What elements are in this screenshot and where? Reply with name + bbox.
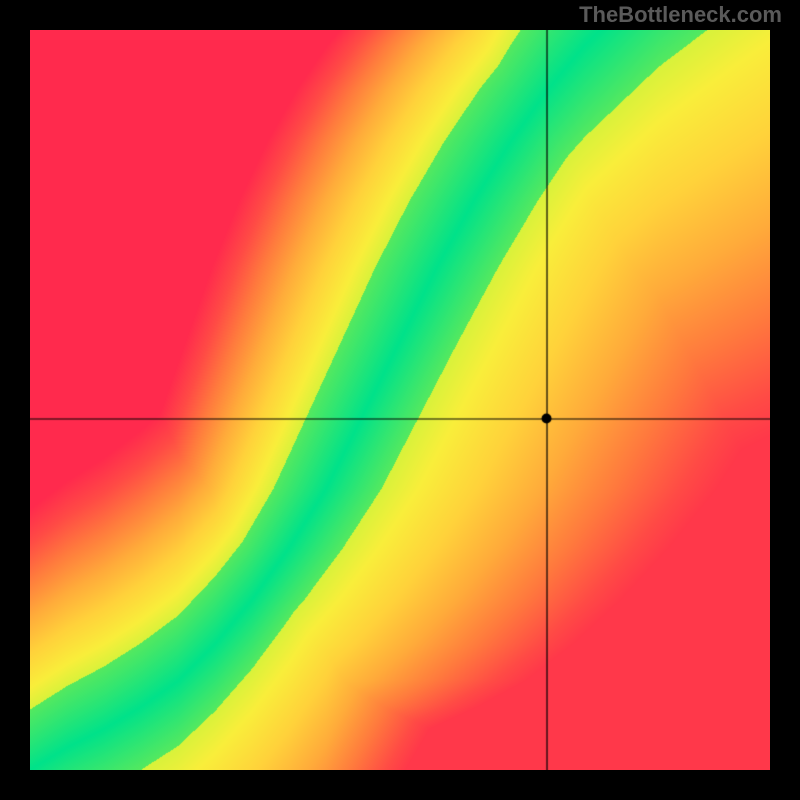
- heatmap-canvas: [30, 30, 770, 770]
- attribution-text: TheBottleneck.com: [579, 2, 782, 28]
- heatmap-plot: [30, 30, 770, 770]
- chart-container: TheBottleneck.com: [0, 0, 800, 800]
